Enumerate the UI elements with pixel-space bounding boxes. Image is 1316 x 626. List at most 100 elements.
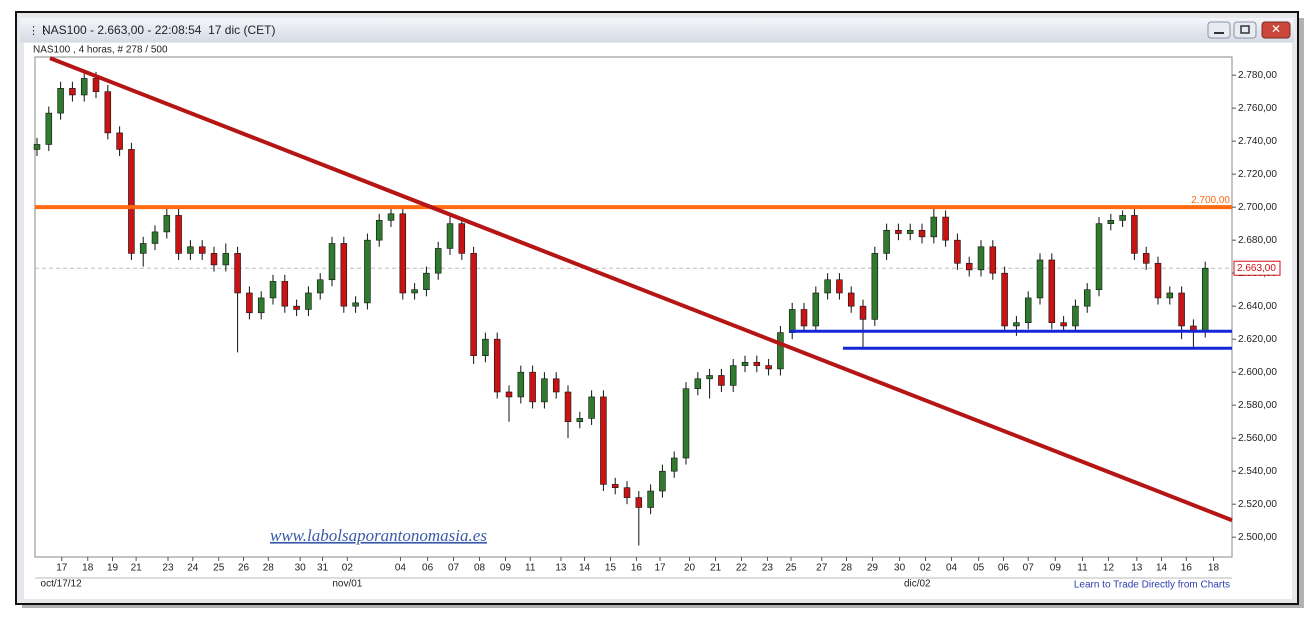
candle-body (470, 253, 477, 356)
candle-body (198, 246, 206, 254)
candle-body (1024, 297, 1032, 323)
y-tick-label: 2.680,00 (1238, 235, 1277, 246)
candle-body (1036, 259, 1044, 299)
x-tick-label: 17 (56, 563, 68, 574)
x-tick-label: 17 (654, 563, 666, 574)
candle-body (1119, 215, 1126, 221)
candle-body (305, 292, 312, 310)
candle-body (1131, 215, 1138, 254)
x-tick-label: 18 (82, 563, 94, 574)
watermark: www.labolsaporantonomasia.es (270, 526, 487, 545)
candle-body (989, 246, 997, 274)
x-tick-label: 16 (631, 563, 643, 574)
period-label: oct/17/12 (41, 579, 83, 590)
candle-body (175, 215, 182, 254)
candle-body (92, 78, 100, 92)
candle-body (423, 272, 430, 290)
candle-body (222, 253, 230, 266)
x-tick-label: 19 (107, 563, 119, 574)
candle-body (116, 132, 123, 150)
candle-body (670, 457, 678, 472)
candle-body (942, 216, 949, 241)
restore-button[interactable] (1233, 21, 1257, 39)
candle-body (517, 371, 525, 398)
candle-body (777, 332, 784, 370)
candle-body (1060, 322, 1067, 327)
candle-body (281, 281, 289, 307)
x-tick-label: 28 (841, 563, 853, 574)
x-tick-label: 11 (525, 563, 536, 574)
candle-body (883, 229, 890, 254)
candle-body (1083, 289, 1091, 307)
candle-body (930, 216, 938, 238)
x-tick-label: 24 (187, 563, 199, 574)
x-tick-label: 21 (131, 563, 143, 574)
x-tick-label: 31 (317, 563, 329, 574)
candle-body (411, 289, 418, 294)
y-tick-label: 2.520,00 (1238, 499, 1277, 510)
candle-body (871, 253, 879, 320)
candle-body (364, 239, 371, 304)
close-button[interactable] (1261, 21, 1291, 39)
y-tick-label: 2.540,00 (1238, 466, 1277, 477)
candle-body (328, 243, 336, 281)
candle-body (824, 279, 831, 294)
candle-body (564, 391, 572, 422)
candle-body (529, 371, 536, 403)
x-tick-label: 14 (1156, 563, 1168, 574)
x-tick-label: 22 (736, 563, 748, 574)
x-tick-label: 30 (295, 563, 307, 574)
candle-body (293, 305, 300, 310)
minimize-button[interactable] (1207, 21, 1231, 39)
candle-body (1107, 220, 1115, 224)
x-tick-label: 02 (342, 563, 354, 574)
candle-body (128, 149, 135, 254)
candle-body (257, 297, 265, 314)
y-tick-label: 2.640,00 (1238, 301, 1277, 312)
candle-body (493, 338, 501, 393)
candle-body (718, 375, 725, 386)
candle-body (434, 248, 442, 274)
candle-body (741, 361, 749, 366)
x-tick-label: 15 (605, 563, 617, 574)
candle-body (847, 292, 855, 307)
candle-body (623, 487, 631, 498)
y-tick-label: 2.500,00 (1238, 532, 1277, 543)
x-tick-label: 30 (894, 563, 906, 574)
candle-body (647, 490, 654, 508)
candle-body (139, 243, 147, 254)
y-tick-label: 2.600,00 (1238, 367, 1277, 378)
candle-body (151, 231, 159, 244)
candle-body (482, 338, 489, 356)
candle-body (753, 361, 761, 366)
window-title: NAS100 - 2.663,00 - 22:08:54 17 dic (CET… (42, 23, 275, 37)
x-tick-label: 07 (448, 563, 460, 574)
candle-body (1154, 262, 1162, 299)
x-tick-label: 16 (1181, 563, 1193, 574)
candle-body (895, 229, 902, 234)
candle-body (1142, 253, 1150, 264)
candle-body (1166, 292, 1174, 299)
x-tick-label: 08 (474, 563, 486, 574)
candle-body (340, 243, 348, 307)
candle-body (1013, 322, 1020, 327)
candle-body (446, 223, 454, 249)
candle-body (80, 78, 88, 96)
period-label: nov/01 (332, 579, 362, 590)
y-tick-label: 2.760,00 (1238, 103, 1277, 114)
x-tick-label: 29 (867, 563, 879, 574)
candle-body (729, 365, 737, 386)
close-icon: ✕ (1271, 22, 1281, 36)
chart-subtitle: NAS100 , 4 horas, # 278 / 500 (33, 45, 168, 56)
candle-body (316, 279, 324, 294)
candle-body (954, 239, 961, 264)
footer-link[interactable]: Learn to Trade Directly from Charts (1074, 580, 1230, 591)
y-tick-label: 2.620,00 (1238, 334, 1277, 345)
period-label: dic/02 (904, 579, 931, 590)
candle-body (1095, 223, 1103, 290)
candle-body (635, 497, 643, 508)
x-tick-label: 25 (785, 563, 797, 574)
candle-body (104, 91, 112, 134)
candle-body (812, 292, 820, 327)
